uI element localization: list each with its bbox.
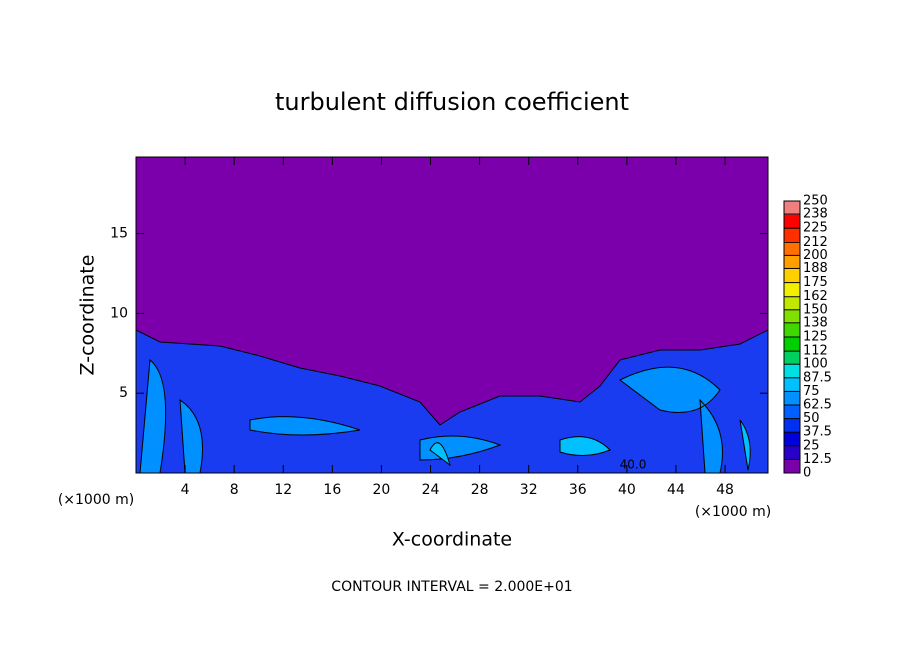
y-tick-label: 5 — [119, 385, 128, 401]
colorbar-tick-label: 150 — [803, 302, 828, 317]
colorbar-tick-label: 62.5 — [803, 398, 832, 413]
footer: CONTOUR INTERVAL = 2.000E+01 — [331, 579, 572, 595]
colorbar-swatch — [784, 296, 800, 310]
chart-title: turbulent diffusion coefficient — [275, 88, 629, 116]
colorbar-swatch — [784, 269, 800, 283]
x-axis-label: X-coordinate — [392, 529, 512, 551]
colorbar-swatch — [784, 445, 800, 460]
colorbar-swatch — [784, 337, 800, 351]
colorbar-tick-label: 162 — [803, 289, 828, 304]
colorbar-tick-label: 250 — [803, 194, 828, 209]
colorbar-swatch — [784, 228, 800, 242]
colorbar-swatch — [784, 323, 800, 337]
x-tick-label: 8 — [230, 482, 239, 498]
x-tick-label: 28 — [471, 482, 489, 498]
field-patch — [429, 419, 751, 471]
colorbar-tick-label: 112 — [803, 344, 828, 359]
x-tick-label: 40 — [618, 482, 636, 498]
colorbar-swatch — [784, 364, 800, 378]
colorbar-swatch — [784, 418, 800, 433]
colorbar-tick-label: 100 — [803, 357, 828, 372]
x-unit: (×1000 m) — [695, 504, 771, 520]
colorbar-swatch — [784, 432, 800, 446]
plot-frame — [135, 156, 769, 474]
colorbar-tick-label: 0 — [803, 466, 811, 481]
x-tick-label: 20 — [373, 482, 391, 498]
colorbar-swatch — [784, 459, 800, 473]
contour-label: 40.0 — [620, 458, 647, 472]
colorbar-frame — [783, 200, 801, 474]
colorbar-tick-label: 188 — [803, 261, 828, 276]
colorbar-swatch — [784, 214, 800, 229]
colorbar-swatch — [784, 377, 800, 392]
colorbar-tick-label: 138 — [803, 315, 828, 330]
colorbar-swatch — [784, 201, 800, 215]
field: 40.0 — [135, 157, 769, 474]
y-tick-label: 10 — [110, 305, 128, 321]
colorbar-tick-label: 212 — [803, 235, 828, 250]
colorbar-swatch — [784, 309, 800, 324]
colorbar-tick-label: 50 — [803, 411, 820, 426]
colorbar-tick-label: 238 — [803, 207, 828, 222]
colorbar-swatch — [784, 405, 800, 419]
colorbar-tick-label: 175 — [803, 275, 828, 290]
colorbar-swatch — [784, 241, 800, 256]
x-tick-label: 48 — [716, 482, 734, 498]
colorbar-tick-label: 87.5 — [803, 370, 832, 385]
colorbar-tick-label: 225 — [803, 221, 828, 236]
x-tick-label: 12 — [274, 482, 292, 498]
colorbar-tick-label: 25 — [803, 438, 820, 453]
colorbar-tick-label: 12.5 — [803, 452, 832, 467]
colorbar-tick-label: 75 — [803, 384, 820, 399]
field-region — [135, 329, 769, 474]
x-tick-label: 24 — [422, 482, 440, 498]
colorbar-tick-label: 125 — [803, 330, 828, 345]
y-unit: (×1000 m) — [58, 492, 134, 508]
x-tick-label: 4 — [181, 482, 190, 498]
colorbar-swatch — [784, 350, 800, 365]
colorbar-swatch — [784, 255, 800, 269]
y-tick-label: 15 — [110, 226, 128, 242]
colorbar-tick-label: 200 — [803, 248, 828, 263]
colorbar-swatch — [784, 282, 800, 297]
x-tick-label: 36 — [569, 482, 587, 498]
colorbar-tick-label: 37.5 — [803, 425, 832, 440]
x-tick-label: 16 — [323, 482, 341, 498]
colorbar-swatch — [784, 391, 800, 405]
y-axis-label: Z-coordinate — [77, 255, 99, 376]
x-tick-label: 44 — [667, 482, 685, 498]
x-tick-label: 32 — [520, 482, 538, 498]
